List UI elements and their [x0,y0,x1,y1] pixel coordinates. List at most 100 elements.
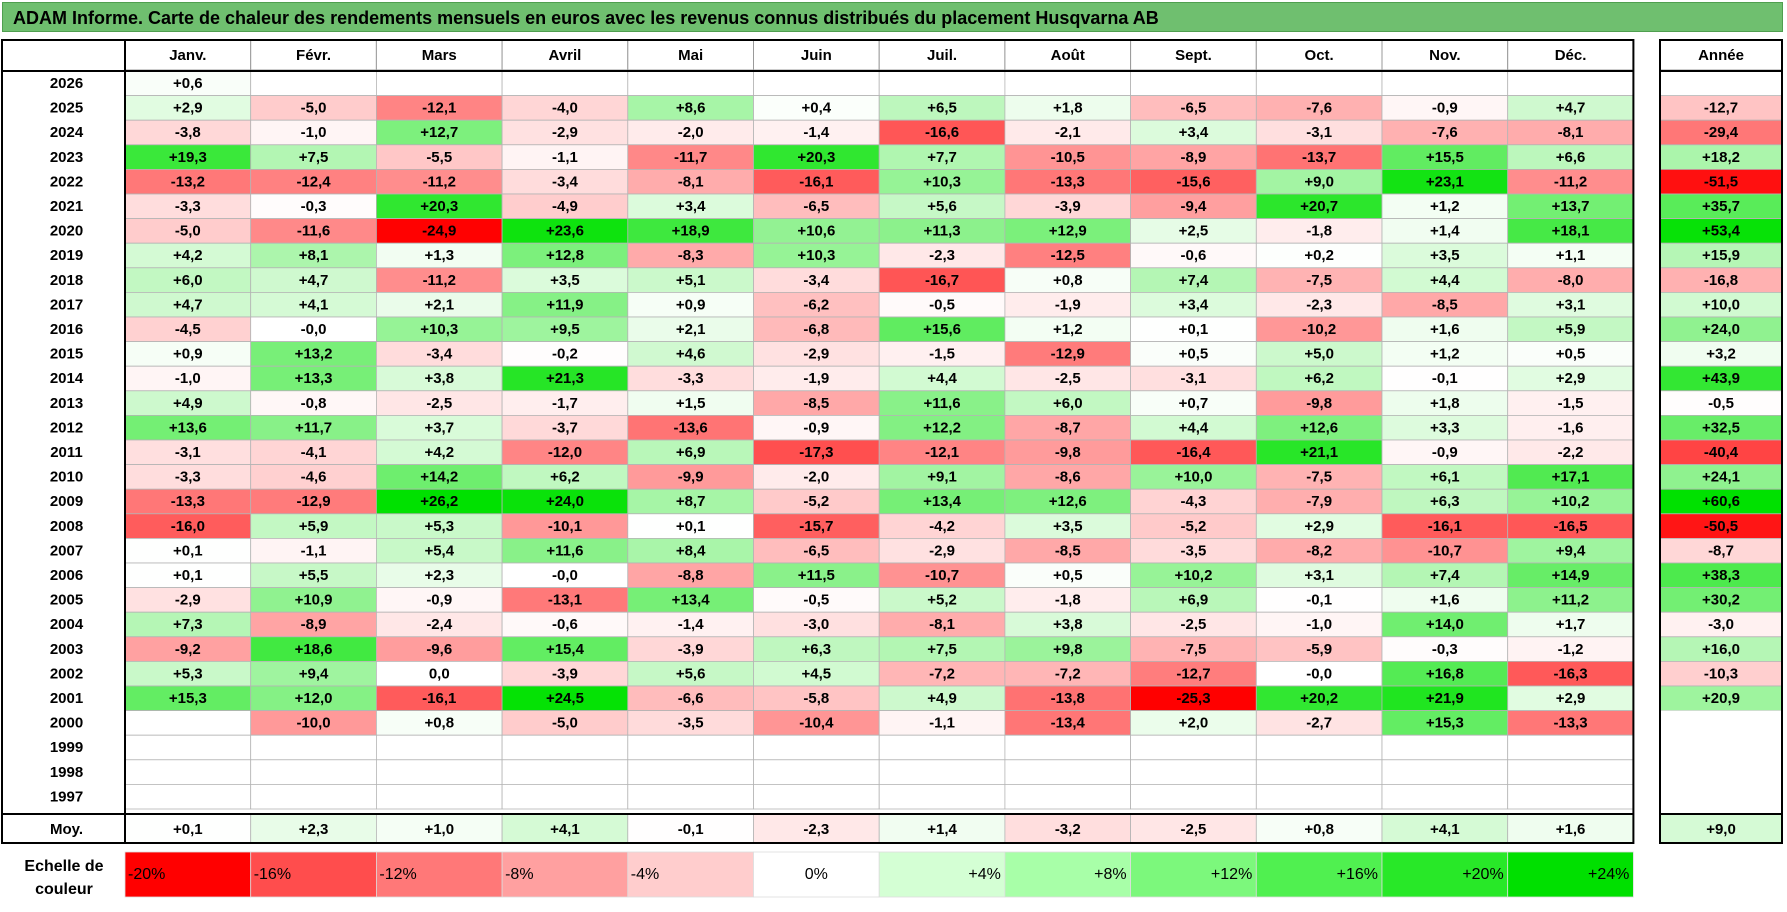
average-cell [1130,813,1257,844]
heatmap-cell [1255,587,1383,613]
annual-header-cell [1659,39,1783,71]
heatmap-cell [501,95,629,121]
heatmap-cell [1004,365,1132,392]
cell-value: +1,7 [1556,616,1586,633]
cell-value: -0,5 [803,592,829,609]
annual-value: +32,5 [1702,419,1740,436]
heatmap-cell [250,710,377,736]
heatmap-cell [1507,661,1634,687]
month-header-label: Mars [422,47,457,64]
cell-value: -12,9 [296,493,330,510]
cell-value: +11,7 [295,419,332,436]
cell-value: -16,6 [925,124,959,141]
annual-cell [1659,538,1783,564]
heatmap-cell [124,439,252,466]
heatmap-cell [1130,538,1257,564]
cell-value: -2,7 [1306,715,1332,732]
year-label: 2009 [50,493,83,510]
cell-value: -4,2 [929,518,955,535]
cell-value: -0,8 [301,395,327,412]
cell-value: -2,4 [426,616,453,633]
cell-value: +4,7 [299,272,329,289]
annual-cell [1659,488,1783,515]
heatmap-cell [627,70,754,97]
cell-value: +9,5 [550,321,580,338]
cell-value: -3,9 [678,641,704,658]
year-label: 1997 [50,788,83,805]
month-header-label: Févr. [296,47,331,64]
annual-value: +43,9 [1702,370,1740,387]
heatmap-cell [878,734,1006,761]
month-header-label: Sept. [1175,47,1212,64]
annual-cell [1659,267,1783,293]
cell-value: +13,2 [295,346,333,363]
cell-value: +10,3 [797,247,835,264]
cell-value: -15,6 [1176,173,1210,190]
cell-value: -3,3 [175,469,201,486]
heatmap-cell [250,562,377,589]
scale-label-value: -20% [128,866,165,883]
average-cell [1004,813,1132,844]
heatmap-cell [501,710,629,736]
heatmap-cell [753,365,880,392]
year-label: 2001 [50,690,83,707]
cell-value: -10,1 [548,518,582,535]
heatmap-cell [250,365,377,392]
cell-value: -0,6 [1181,247,1207,264]
heatmap-cell [627,538,754,564]
scale-label-value: +12% [1211,866,1252,883]
scale-swatch [1130,851,1257,898]
heatmap-cell [1004,193,1132,220]
cell-value: +0,5 [1053,567,1083,584]
average-value: -2,5 [1181,821,1207,838]
cell-value: -8,5 [803,395,829,412]
average-cell [627,813,754,844]
cell-value: +12,9 [1049,223,1087,240]
cell-value: -3,0 [803,616,829,633]
cell-value: +3,3 [1430,419,1460,436]
cell-value: +9,4 [299,665,329,682]
cell-value: +15,5 [1426,149,1464,166]
heatmap-cell [501,562,629,589]
heatmap-cell [753,513,880,539]
cell-value: -5,0 [301,100,327,117]
heatmap-cell [1130,661,1257,687]
cell-value: -1,1 [929,715,955,732]
heatmap-cell [627,291,754,318]
cell-value: -0,0 [552,567,578,584]
heatmap-cell [1381,390,1509,416]
cell-value: -1,0 [175,370,201,387]
heatmap-cell [753,439,880,466]
heatmap-cell [375,144,503,170]
cell-value: -16,3 [1553,665,1587,682]
cell-value: -7,5 [1306,272,1332,289]
cell-value: +11,9 [546,296,583,313]
cell-value: -9,4 [1181,198,1208,215]
cell-value: -12,7 [1176,665,1210,682]
heatmap-cell [627,242,754,269]
cell-value: +1,8 [1430,395,1460,412]
cell-value: +6,2 [550,469,580,486]
cell-value: +4,9 [927,690,957,707]
cell-value: +5,9 [299,518,329,535]
heatmap-cell [375,784,503,810]
heatmap-cell [627,119,754,146]
heatmap-cell [124,119,252,146]
cell-value: -9,8 [1055,444,1081,461]
heatmap-cell [501,734,629,761]
cell-value: +0,2 [1304,247,1334,264]
annual-value: +16,0 [1702,641,1740,658]
annual-value: -8,7 [1708,542,1734,559]
scale-label: Echelle de couleur [24,858,104,898]
cell-value: +6,3 [802,641,832,658]
cell-value: -5,2 [1181,518,1207,535]
cell-value: -3,9 [552,665,578,682]
cell-value: -6,2 [803,296,829,313]
cell-value: +7,4 [1179,272,1209,289]
cell-value: +10,3 [923,173,961,190]
cell-value: -8,5 [1055,542,1081,559]
cell-value: -2,0 [803,469,829,486]
cell-value: +2,1 [424,296,454,313]
annual-cell [1659,341,1783,367]
cell-value: -8,9 [301,616,327,633]
